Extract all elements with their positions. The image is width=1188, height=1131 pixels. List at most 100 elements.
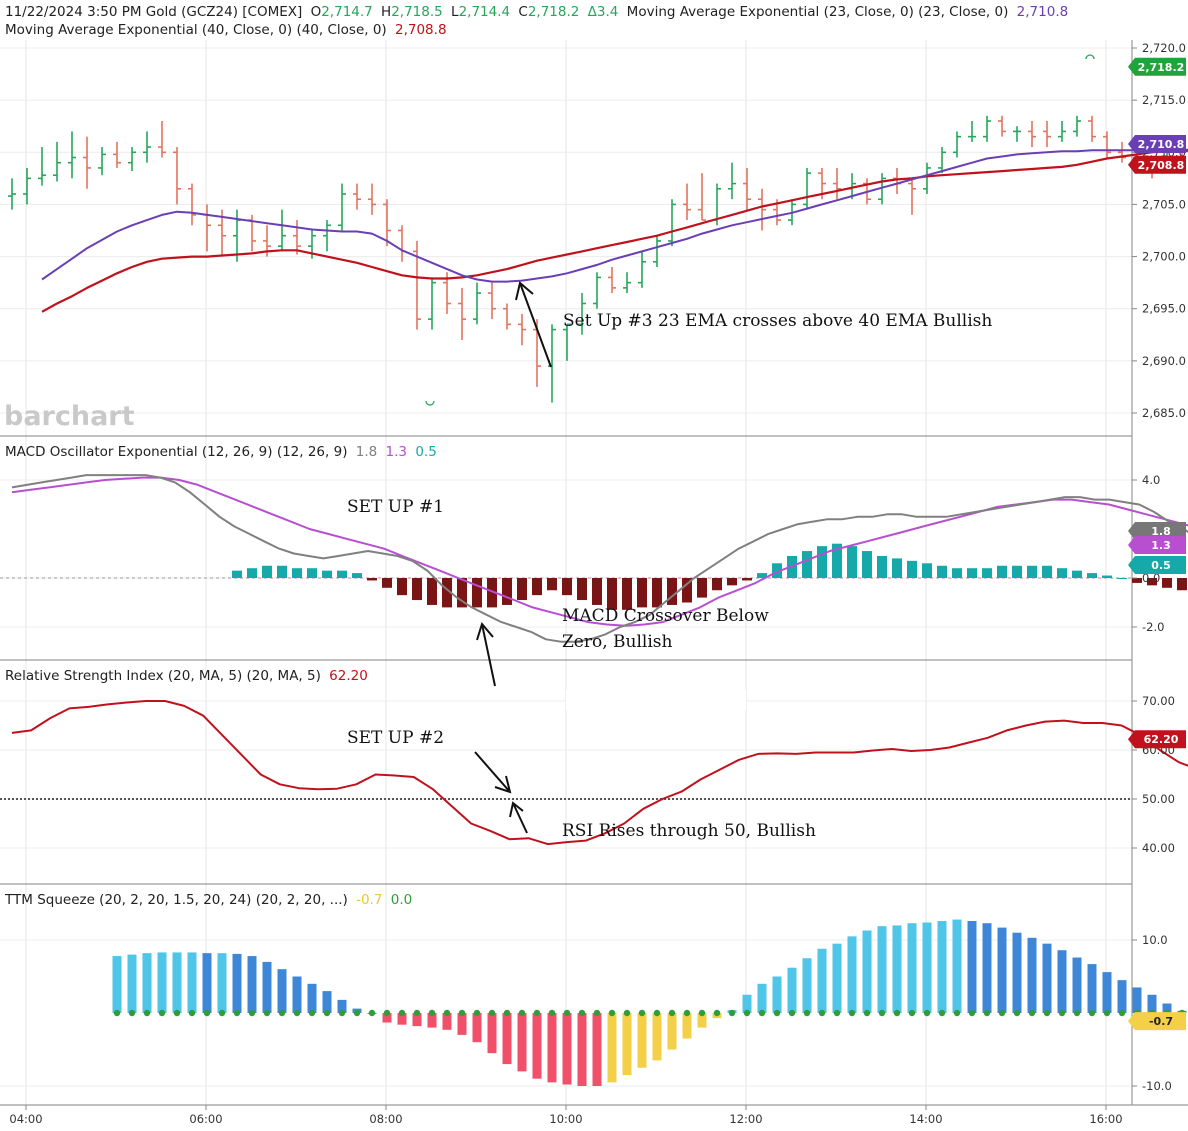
macd-histogram-bar (667, 578, 677, 605)
ttm-squeeze-dot (413, 1009, 421, 1017)
macd-histogram-bar (1042, 565, 1052, 578)
price-layer (8, 54, 1188, 406)
ohlc-bar (953, 131, 961, 158)
ohlc-bar (488, 282, 496, 320)
macd-histogram-bar (487, 578, 497, 608)
symbol-label: 11/22/2024 3:50 PM Gold (GCZ24) [COMEX] (5, 4, 302, 20)
ttm-squeeze-dot (1013, 1009, 1021, 1017)
ohlc-bar (503, 303, 511, 330)
barchart-logo: barchart (4, 401, 135, 432)
ohlc-bar (23, 167, 31, 205)
ttm-histogram-bar (337, 999, 347, 1013)
macd-histogram-bar (832, 543, 842, 578)
ttm-histogram-bar (322, 991, 332, 1013)
ttm-histogram-bar (577, 1013, 587, 1086)
ohlc-bar (743, 167, 751, 210)
ohlc-bar (173, 147, 181, 205)
ttm-squeeze-dot (998, 1009, 1006, 1017)
ttm-squeeze-dot (383, 1009, 391, 1017)
ttm-histogram-bar (832, 943, 842, 1013)
grid-lines (0, 40, 1132, 1105)
value-tick-label: 2,695.0 (1142, 302, 1186, 316)
ttm-squeeze-dot (233, 1009, 241, 1017)
macd-histogram-bar (817, 546, 827, 578)
ttm-squeeze-dot (923, 1009, 931, 1017)
ttm-histogram-bar (592, 1013, 602, 1086)
ohlc-bar (203, 204, 211, 252)
ttm-histogram-bar (142, 953, 152, 1013)
ttm-squeeze-dot (833, 1009, 841, 1017)
ttm-squeeze-dot (203, 1009, 211, 1017)
ttm-squeeze-dot (1028, 1009, 1036, 1017)
ohlc-bar (458, 287, 466, 340)
annotation-arrow-macd (476, 621, 496, 687)
ttm-squeeze-dot (113, 1009, 121, 1017)
ttm-histogram-bar (487, 1013, 497, 1054)
ema40-label: Moving Average Exponential (40, Close, 0… (5, 22, 387, 38)
macd-histogram-bar (577, 578, 587, 601)
macd-histogram-bar (1057, 568, 1067, 578)
last-price-badge: 2,718.2 (1128, 57, 1186, 76)
ttm-layer (112, 919, 1187, 1086)
ttm-squeeze-dot (608, 1009, 616, 1017)
ttm-squeeze-dot (623, 1009, 631, 1017)
rsi-badge-text: 62.20 (1144, 733, 1179, 746)
ohlc-bar (353, 183, 361, 210)
ema40-badge-text: 2,708.8 (1138, 159, 1185, 172)
ohlc-bar (563, 323, 571, 361)
ohlc-bar (998, 115, 1006, 137)
ohlc-bar (833, 167, 841, 200)
macd-histogram-bar (457, 578, 467, 608)
ttm-histogram-bar (982, 923, 992, 1013)
ttm-histogram-bar (877, 926, 887, 1013)
ttm-histogram-bar (1102, 972, 1112, 1013)
macd-histogram-bar (877, 555, 887, 578)
ttm-squeeze-dot (713, 1009, 721, 1017)
ohlc-bar (1073, 115, 1081, 137)
ttm-squeeze-dot (443, 1009, 451, 1017)
ohlc-bar (188, 183, 196, 226)
ohlc-bar (1028, 121, 1036, 148)
macd-histogram-bar (622, 578, 632, 610)
ttm-histogram-bar (532, 1013, 542, 1079)
ttm-histogram-bar (847, 936, 857, 1013)
ttm-value-2: 0.0 (391, 892, 412, 908)
ttm-squeeze-dot (488, 1009, 496, 1017)
macd-histogram-bar (652, 578, 662, 608)
ttm-histogram-bar (382, 1013, 392, 1023)
ttm-squeeze-dot (758, 1009, 766, 1017)
macd-histogram-bar (1072, 570, 1082, 578)
rsi-badge: 62.20 (1128, 730, 1186, 749)
ohlc-bar (323, 220, 331, 252)
value-tick-label: 0.0 (1142, 571, 1160, 585)
ttm-squeeze-dot (518, 1009, 526, 1017)
ttm-squeeze-dot (803, 1009, 811, 1017)
ttm-badge-bg (1128, 1012, 1186, 1031)
ttm-squeeze-dot (1058, 1009, 1066, 1017)
ohlc-bar (113, 141, 121, 168)
macd-histogram-bar (592, 578, 602, 605)
annotation-macd-cross-line2: Zero, Bullish (562, 632, 673, 652)
header-line-1: 11/22/2024 3:50 PM Gold (GCZ24) [COMEX] … (5, 4, 1068, 20)
value-tick-label: 2,685.0 (1142, 406, 1186, 420)
macd-histogram-bar (322, 570, 332, 578)
ema23-badge: 2,710.8 (1128, 134, 1186, 153)
ttm-histogram-bar (247, 956, 257, 1013)
ttm-squeeze-dot (248, 1009, 256, 1017)
macd-histogram-bar (1117, 578, 1127, 579)
ttm-histogram-bar (787, 967, 797, 1013)
ttm-squeeze-dot (848, 1009, 856, 1017)
macd-histogram-bar (397, 578, 407, 596)
macd-histogram-bar (352, 573, 362, 578)
macd-histogram-bar (727, 578, 737, 586)
ttm-squeeze-dot (158, 1009, 166, 1017)
ttm-squeeze-dot (773, 1009, 781, 1017)
rsi-layer (0, 690, 1188, 846)
ttm-squeeze-dot (143, 1009, 151, 1017)
ohlc-bar (68, 131, 76, 179)
ttm-squeeze-dot (503, 1009, 511, 1017)
ttm-squeeze-dot (1088, 1009, 1096, 1017)
ttm-squeeze-dot (338, 1009, 346, 1017)
ttm-histogram-bar (817, 948, 827, 1013)
low-value: 2,714.4 (459, 4, 511, 20)
